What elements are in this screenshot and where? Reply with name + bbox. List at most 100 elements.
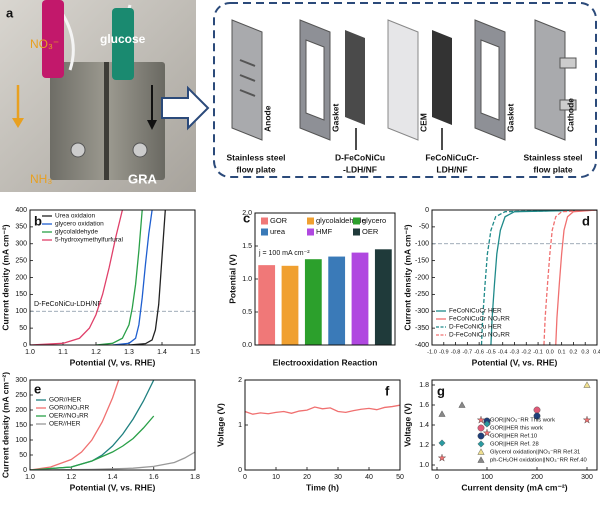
- x-axis-label: Electrooxidation Reaction: [273, 357, 378, 367]
- x-tick-label: 0: [435, 474, 439, 481]
- x-tick-label: -0.1: [533, 349, 543, 355]
- connector: [559, 57, 577, 69]
- legend-label: OER: [362, 227, 379, 236]
- legend-label: OER//NO₃RR: [49, 413, 89, 420]
- x-tick-label: -0.8: [451, 349, 461, 355]
- photo-label: NO₃⁻: [30, 37, 59, 51]
- chart: 0.0 0.5 1.0 1.5 2.0 Electrooxidation Reaction…: [227, 210, 396, 367]
- plot-frame: [29, 379, 196, 471]
- legend-swatch: [261, 217, 268, 225]
- y-tick-label: 1.2: [419, 442, 429, 449]
- y-tick-label: -250: [415, 291, 429, 298]
- plate: [534, 19, 566, 141]
- y-tick-label: -400: [415, 342, 429, 349]
- legend-label: GOR||NO₃⁻RR This work: [490, 418, 555, 424]
- plate: [231, 19, 263, 141]
- y-tick-label: 200: [15, 407, 27, 414]
- x-tick-label: 20: [303, 474, 311, 481]
- x-tick-label: 300: [581, 474, 593, 481]
- panel-label: a: [6, 5, 14, 20]
- electrode: [345, 30, 365, 125]
- x-tick-label: 1.3: [124, 349, 134, 356]
- panel-label: e: [34, 381, 41, 396]
- component-label: Cathode: [565, 98, 575, 132]
- plot-frame: [244, 379, 401, 471]
- y-tick-label: 0: [238, 467, 242, 474]
- legend-label: D-FeCoNiCu NO₃RR: [449, 332, 510, 339]
- x-tick-label: 1.6: [149, 474, 159, 481]
- legend-label: GOR//HER: [49, 397, 81, 404]
- point: [533, 406, 541, 414]
- series-line: [128, 210, 166, 345]
- gasket-window: [480, 39, 500, 121]
- chart: 0 50 100 150 200 250 300 350 400 1.0 1.1 1.2 1.3 1.4 1…: [0, 207, 200, 367]
- x-tick-label: 1.0: [25, 474, 35, 481]
- photo-label: glucose: [100, 32, 146, 46]
- x-tick-label: 1.2: [66, 474, 76, 481]
- annotation: j = 100 mA cm⁻²: [258, 250, 310, 257]
- y-tick-label: 1.8: [419, 382, 429, 389]
- fitting: [70, 142, 86, 158]
- legend-label: ph-CH₂OH oxidation||NO₃⁻RR Ref.40: [490, 458, 587, 464]
- legend-swatch: [353, 228, 360, 236]
- y-tick-label: -300: [415, 308, 429, 315]
- y-axis-label: Potential (V): [227, 254, 237, 304]
- photo-label: NH₃: [30, 172, 52, 186]
- x-axis-label: Time (h): [306, 482, 339, 492]
- x-tick-label: 0.2: [570, 349, 578, 355]
- series-line: [30, 415, 155, 470]
- y-tick-label: -350: [415, 325, 429, 332]
- x-tick-label: 1.1: [58, 349, 68, 356]
- y-tick-label: 0: [425, 207, 429, 214]
- point: [482, 428, 492, 437]
- series-line: [480, 210, 597, 345]
- component-label: Stainless steel: [226, 152, 285, 162]
- series-line: [30, 210, 124, 345]
- y-tick-label: -50: [419, 224, 429, 231]
- y-tick-label: 50: [19, 325, 27, 332]
- x-tick-label: -0.5: [486, 349, 496, 355]
- flow-arrow: [161, 85, 210, 131]
- y-tick-label: 2: [238, 377, 242, 384]
- annotation: D-FeCoNiCu-LDH/NF: [34, 301, 102, 308]
- point: [438, 410, 446, 417]
- point: [477, 432, 485, 440]
- y-tick-label: 350: [15, 224, 27, 231]
- x-tick-label: 0.3: [581, 349, 589, 355]
- x-tick-label: -1.0: [427, 349, 437, 355]
- y-tick-label: 0.5: [242, 309, 252, 316]
- point: [477, 448, 485, 455]
- x-tick-label: 1.4: [157, 349, 167, 356]
- legend-label: Urea oxidaion: [55, 213, 95, 220]
- legend-label: glycolaldehyde: [55, 229, 98, 236]
- series-line: [245, 404, 400, 415]
- point: [477, 440, 485, 448]
- y-tick-label: 1.0: [242, 276, 252, 283]
- x-tick-label: -0.9: [439, 349, 449, 355]
- y-axis-label: Voltage (V): [402, 403, 412, 447]
- y-tick-label: 0: [23, 342, 27, 349]
- x-tick-label: 50: [396, 474, 404, 481]
- panel-label: d: [582, 213, 590, 228]
- x-tick-label: 0: [243, 474, 247, 481]
- bar: [258, 265, 276, 345]
- plot-frame: [431, 209, 598, 346]
- y-axis-label: Current density (mA cm⁻²): [0, 224, 10, 330]
- legend-swatch: [353, 217, 360, 225]
- arrow-head: [12, 118, 24, 128]
- component-label: FeCoNiCuCr-: [425, 152, 479, 162]
- connector: [559, 99, 577, 111]
- arrow-head: [147, 120, 157, 130]
- legend-label: OER//HER: [49, 421, 81, 428]
- bar: [281, 265, 299, 345]
- x-tick-label: 1.5: [190, 349, 200, 356]
- x-tick-label: 30: [334, 474, 342, 481]
- y-tick-label: 150: [15, 422, 27, 429]
- y-tick-label: 1: [238, 422, 242, 429]
- component-label: Anode: [262, 105, 272, 132]
- x-tick-label: 1.4: [108, 474, 118, 481]
- point: [437, 453, 447, 462]
- diagram-frame: [213, 2, 597, 178]
- membrane: [387, 19, 419, 141]
